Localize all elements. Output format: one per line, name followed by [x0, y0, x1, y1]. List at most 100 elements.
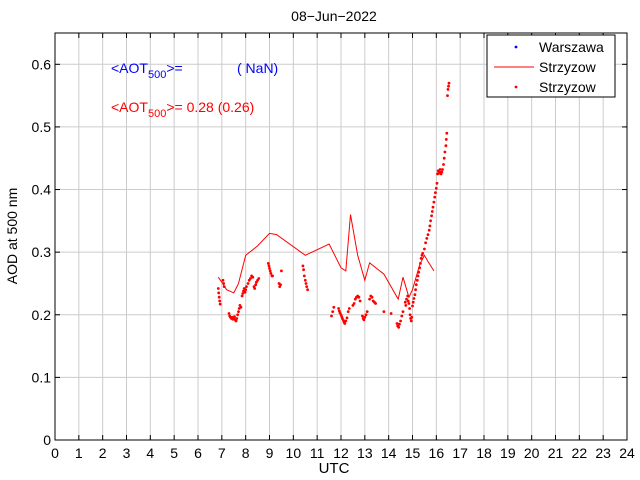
data-point-strzyzow	[446, 88, 450, 91]
legend-marker-strzyzow-dots	[514, 85, 518, 89]
data-point-strzyzow	[347, 307, 351, 310]
x-tick-label: 13	[357, 445, 373, 461]
data-point-strzyzow	[304, 282, 308, 285]
data-point-strzyzow	[419, 262, 422, 265]
data-point-strzyzow	[302, 274, 306, 278]
chart-title: 08−Jun−2022	[291, 8, 377, 24]
data-point-strzyzow	[266, 262, 270, 265]
data-point-strzyzow	[357, 295, 361, 299]
data-point-strzyzow	[363, 315, 367, 319]
data-point-strzyzow	[243, 290, 247, 294]
axis-ticks	[54, 33, 628, 441]
data-point-strzyzow	[269, 272, 273, 275]
data-point-strzyzow	[222, 285, 226, 288]
data-point-strzyzow	[345, 316, 349, 320]
data-point-strzyzow	[423, 247, 426, 251]
data-point-strzyzow	[218, 299, 222, 303]
data-point-strzyzow	[413, 293, 417, 297]
data-point-strzyzow	[382, 310, 386, 313]
data-point-strzyzow	[410, 315, 414, 319]
x-tick-label: 4	[146, 445, 154, 461]
data-point-strzyzow	[434, 186, 438, 190]
data-point-strzyzow	[424, 241, 427, 245]
data-point-strzyzow	[233, 315, 236, 318]
data-point-strzyzow	[398, 322, 401, 326]
y-tick-label: 0.1	[32, 369, 52, 385]
data-point-strzyzow	[352, 302, 356, 305]
data-point-strzyzow	[216, 287, 220, 290]
data-point-strzyzow	[365, 310, 369, 313]
x-tick-label: 1	[75, 445, 83, 461]
data-point-strzyzow	[404, 304, 408, 307]
data-point-strzyzow	[239, 305, 243, 309]
data-point-strzyzow	[442, 163, 445, 166]
data-point-strzyzow	[279, 283, 282, 287]
data-point-strzyzow	[417, 270, 421, 274]
annotation-strzyzow-suffix: >= 0.28 (0.26)	[166, 99, 254, 115]
legend: Warszawa Strzyzow Strzyzow	[486, 34, 616, 98]
data-point-strzyzow	[305, 285, 309, 288]
data-point-strzyzow	[401, 310, 405, 313]
x-tick-label: 10	[286, 445, 302, 461]
data-point-strzyzow	[241, 292, 245, 295]
data-point-strzyzow	[447, 81, 451, 85]
y-axis-label: AOD at 500 nm	[4, 188, 20, 285]
annotation-strzyzow-sub: 500	[148, 108, 166, 120]
y-tick-label: 0.3	[32, 244, 52, 260]
data-point-strzyzow	[240, 294, 244, 298]
data-point-strzyzow	[222, 282, 226, 285]
data-point-strzyzow	[445, 131, 449, 135]
data-point-strzyzow	[418, 266, 422, 270]
data-point-strzyzow	[425, 237, 429, 240]
series-line-strzyzow	[217, 214, 435, 301]
data-point-strzyzow	[221, 278, 225, 282]
y-tick-label: 0.5	[32, 119, 52, 135]
data-point-strzyzow	[251, 275, 255, 279]
data-point-strzyzow	[235, 317, 239, 320]
x-tick-label: 12	[333, 445, 349, 461]
data-point-strzyzow	[358, 299, 362, 303]
x-tick-label: 14	[381, 445, 397, 461]
data-point-strzyzow	[406, 299, 410, 303]
annotation-warszawa: <AOT500>=	[111, 60, 183, 81]
data-point-strzyzow	[237, 310, 240, 313]
data-point-strzyzow	[443, 150, 447, 154]
data-point-strzyzow	[337, 307, 340, 310]
x-tick-label: 22	[572, 445, 588, 461]
annotation-warszawa-value: ( NaN)	[237, 60, 278, 76]
data-point-strzyzow	[406, 294, 410, 298]
annotation-warszawa-sub: 500	[148, 69, 166, 81]
x-tick-label: 23	[595, 445, 611, 461]
x-tick-label: 24	[619, 445, 635, 461]
data-point-strzyzow	[409, 319, 413, 323]
data-point-strzyzow	[430, 214, 433, 218]
data-point-strzyzow	[362, 318, 366, 322]
x-tick-label: 16	[429, 445, 445, 461]
data-point-strzyzow	[400, 314, 404, 318]
x-tick-label: 8	[242, 445, 250, 461]
data-point-strzyzow	[414, 283, 418, 287]
x-tick-label: 15	[405, 445, 421, 461]
data-point-strzyzow	[218, 302, 222, 306]
data-point-strzyzow	[429, 219, 432, 223]
data-point-strzyzow	[217, 295, 221, 299]
data-point-strzyzow	[442, 156, 446, 160]
data-point-strzyzow	[249, 277, 252, 280]
y-tick-label: 0.4	[32, 182, 52, 198]
x-tick-label: 21	[548, 445, 564, 461]
data-point-strzyzow	[343, 322, 347, 325]
data-point-strzyzow	[389, 312, 393, 315]
data-point-strzyzow	[330, 314, 333, 318]
data-point-strzyzow	[332, 305, 336, 309]
data-point-strzyzow	[430, 210, 434, 213]
data-point-strzyzow	[411, 300, 415, 304]
data-point-strzyzow	[397, 325, 401, 329]
annotation-strzyzow: <AOT500>= 0.28 (0.26)	[111, 99, 254, 120]
data-point-strzyzow	[346, 310, 350, 313]
data-point-strzyzow	[405, 297, 408, 301]
data-point-strzyzow	[364, 313, 368, 317]
data-point-strzyzow	[303, 278, 307, 282]
legend-label-warszawa: Warszawa	[539, 39, 604, 55]
x-tick-label: 2	[99, 445, 107, 461]
x-axis-label: UTC	[319, 460, 350, 477]
